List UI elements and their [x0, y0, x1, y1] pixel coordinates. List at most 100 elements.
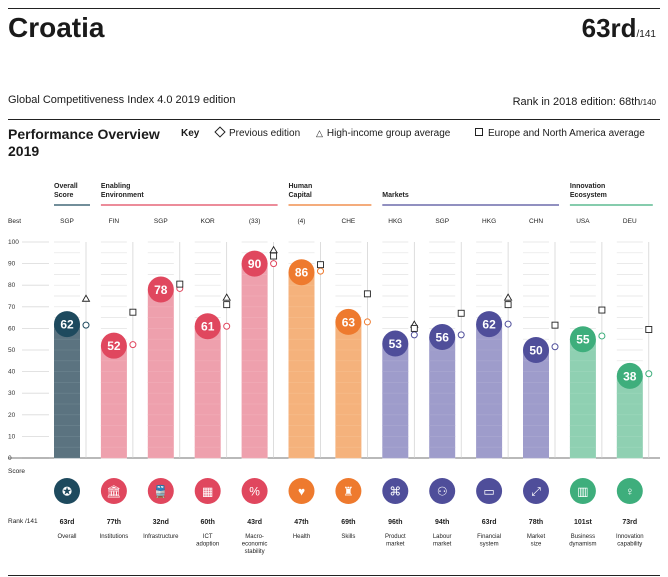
score-bubble: [523, 337, 549, 363]
group-label: Score: [54, 192, 74, 199]
europe-na-marker: [270, 252, 278, 260]
building-icon: [569, 478, 596, 504]
score-bar: [476, 324, 503, 458]
best-performer-label: HKG: [482, 218, 496, 225]
group-label: Innovation: [570, 183, 605, 190]
europe-na-marker: [457, 309, 465, 317]
score-value: 56: [436, 331, 450, 345]
high-income-marker: [503, 293, 513, 301]
expand-icon-glyph: ⤢: [530, 485, 541, 499]
edition-label: Global Competitiveness Index 4.0 2019 ed…: [8, 94, 236, 106]
y-tick-label: 80: [8, 282, 16, 289]
square-icon: [475, 128, 483, 136]
score-value: 90: [248, 257, 262, 271]
previous-edition-marker: [363, 318, 371, 326]
score-bar: [288, 272, 315, 458]
previous-edition-marker: [317, 267, 324, 275]
pillar-rank: 63rd: [60, 519, 75, 526]
score-bubble: [335, 308, 362, 335]
group-label: Ecosystem: [570, 192, 607, 199]
previous-edition-marker: [457, 331, 465, 339]
lightbulb-icon: [616, 478, 643, 504]
pillar-label: adoption: [196, 542, 219, 548]
pillar-label: system: [480, 542, 499, 548]
overall-rank-total: /141: [636, 29, 656, 40]
institution-icon-glyph: 🏛: [106, 485, 121, 499]
score-value: 52: [107, 339, 121, 353]
score-bar: [54, 324, 80, 458]
best-performer-label: USA: [576, 218, 590, 225]
score-bubble: [569, 326, 596, 353]
heart-icon: [288, 478, 315, 504]
score-value: 61: [201, 320, 215, 334]
pillar-rank: 73rd: [622, 519, 637, 526]
key-europe-na: Europe and North America average: [475, 128, 645, 139]
pillar-label: ICT: [203, 534, 213, 540]
europe-na-marker: [598, 306, 606, 314]
chip-icon: [194, 478, 221, 504]
best-performer-label: CHE: [342, 218, 356, 225]
best-performer-label: (4): [298, 218, 306, 225]
card-icon-glyph: ▭: [483, 485, 494, 499]
pillar-rank: 63rd: [482, 519, 497, 526]
y-tick-label: 40: [8, 369, 16, 376]
best-performer-label: KOR: [201, 218, 215, 225]
card-icon: [476, 478, 503, 504]
best-performer-label: (33): [249, 218, 261, 225]
medal-icon: [54, 478, 80, 504]
y-tick-label: 50: [8, 347, 16, 354]
best-performer-label: CHN: [529, 218, 543, 225]
previous-edition-marker: [82, 321, 90, 329]
pillar-label: Infrastructure: [143, 534, 179, 540]
overall-rank: 63rd/141: [582, 13, 656, 44]
europe-na-marker: [223, 301, 231, 309]
europe-na-marker: [551, 321, 559, 329]
rank-row-label: Rank /141: [8, 518, 38, 525]
y-tick-label: 30: [8, 390, 16, 397]
heart-icon-glyph: ♥: [298, 485, 305, 499]
pillar-label: Overall: [57, 534, 76, 540]
pillar-label: Product: [385, 534, 406, 540]
best-performer-label: SGP: [435, 218, 449, 225]
score-axis-label: Score: [8, 468, 25, 475]
triangle-icon: △: [316, 128, 323, 138]
y-tick-label: 20: [8, 412, 16, 419]
score-bar: [382, 343, 409, 458]
key-label: Key: [181, 128, 200, 139]
score-bubble: [147, 276, 174, 303]
pillar-label: dynamism: [569, 542, 596, 548]
pillar-label: market: [386, 542, 405, 548]
percent-icon: [241, 478, 268, 504]
country-title: Croatia: [8, 12, 105, 43]
pillar-label: Macro-: [245, 534, 264, 540]
building-icon-glyph: ▥: [577, 485, 588, 499]
europe-na-marker: [317, 261, 324, 269]
group-label: Capital: [289, 192, 312, 199]
pillar-label: stability: [245, 549, 265, 555]
score-bar: [194, 326, 221, 458]
pillar-rank: 94th: [435, 519, 449, 526]
institution-icon: [100, 478, 127, 504]
pillar-rank: 78th: [529, 519, 543, 526]
people-icon-glyph: ⚇: [437, 485, 448, 499]
score-bar: [100, 345, 127, 458]
score-bar: [147, 289, 174, 458]
pillar-label: capability: [617, 542, 642, 548]
group-label: Overall: [54, 183, 78, 190]
score-bubble: [429, 324, 456, 351]
pillar-rank: 69th: [341, 519, 355, 526]
chip-icon-glyph: ▦: [202, 485, 213, 499]
score-bubble: [54, 311, 80, 338]
previous-edition-marker: [551, 343, 559, 351]
graduate-icon-glyph: ♜: [343, 485, 354, 499]
best-performer-label: HKG: [388, 218, 402, 225]
score-value: 55: [576, 333, 590, 347]
bottom-rule: [8, 575, 660, 576]
previous-edition-marker: [270, 260, 278, 268]
high-income-marker: [222, 293, 231, 301]
group-label: Markets: [382, 192, 409, 199]
europe-na-marker: [129, 308, 137, 316]
best-performer-label: SGP: [60, 218, 74, 225]
pillar-rank: 43rd: [247, 519, 262, 526]
score-bubble: [241, 250, 268, 277]
